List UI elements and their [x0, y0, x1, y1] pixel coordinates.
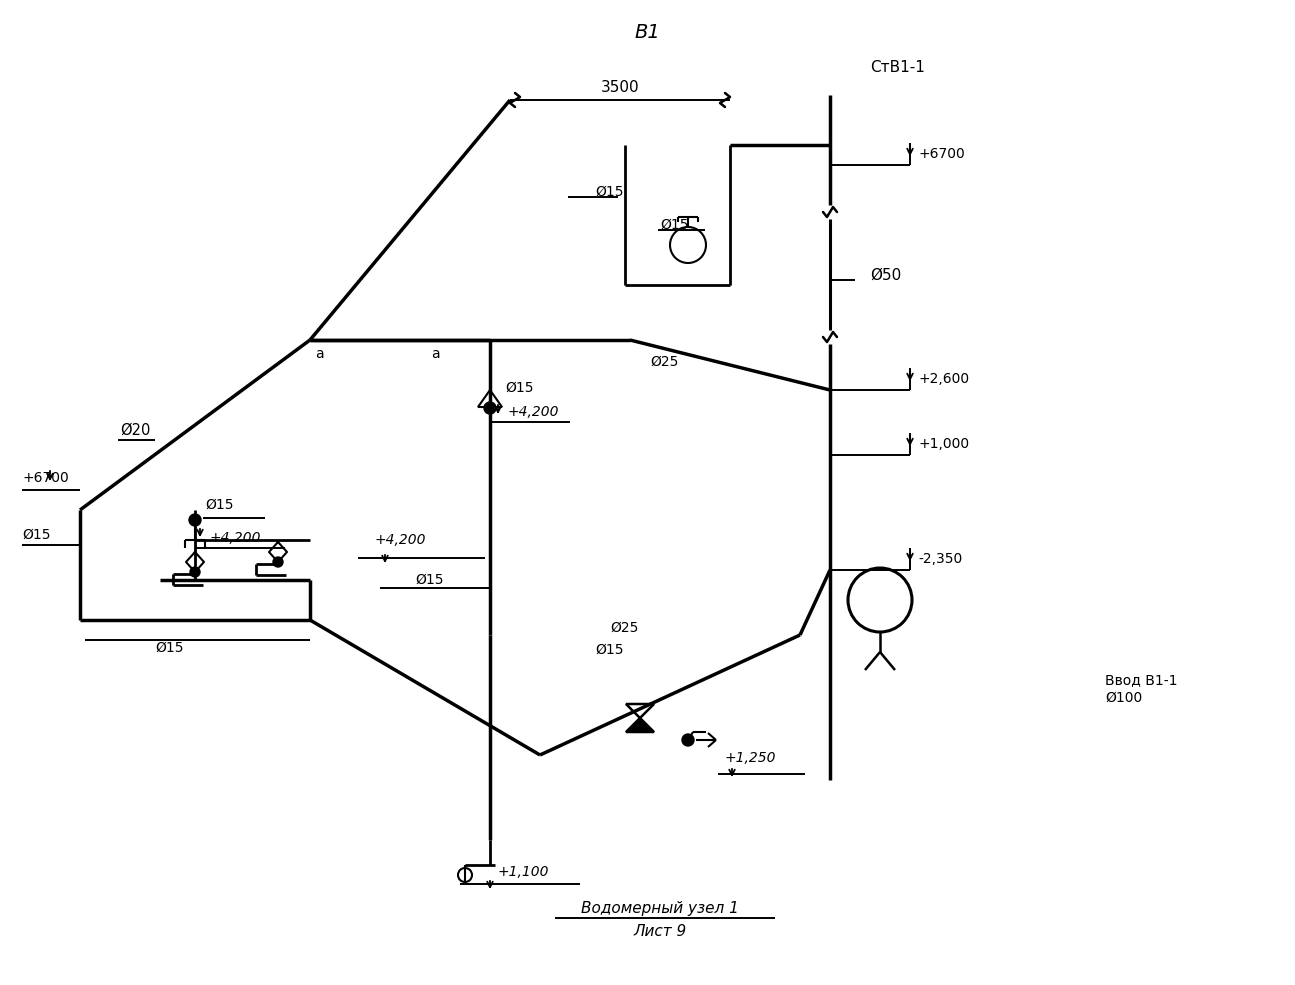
Text: Ø15: Ø15: [205, 498, 233, 512]
Text: Ø15: Ø15: [660, 218, 689, 232]
Text: Ø15: Ø15: [155, 641, 184, 655]
Text: +1,100: +1,100: [499, 865, 549, 879]
Text: Ø15: Ø15: [594, 643, 623, 657]
Text: +4,200: +4,200: [376, 533, 426, 547]
Text: B1: B1: [635, 23, 660, 41]
Circle shape: [273, 557, 284, 567]
Text: Лист 9: Лист 9: [633, 925, 686, 940]
Text: +2,600: +2,600: [918, 372, 969, 386]
Text: +4,200: +4,200: [210, 531, 262, 545]
Text: -2,350: -2,350: [918, 552, 962, 566]
Circle shape: [190, 567, 199, 577]
Text: 3500: 3500: [601, 80, 640, 95]
Circle shape: [484, 402, 496, 414]
Text: +1,000: +1,000: [918, 437, 969, 451]
Text: +4,200: +4,200: [508, 405, 559, 419]
Text: +6700: +6700: [918, 147, 965, 161]
Text: +6700: +6700: [22, 471, 69, 485]
Circle shape: [682, 734, 694, 746]
Text: a: a: [315, 347, 324, 361]
Text: Водомерный узел 1: Водомерный узел 1: [581, 900, 739, 915]
Text: Ø15: Ø15: [416, 573, 444, 587]
Text: Ø15: Ø15: [22, 528, 51, 542]
Polygon shape: [625, 718, 654, 732]
Text: Ø20: Ø20: [120, 423, 150, 437]
Text: Ø50: Ø50: [870, 268, 901, 283]
Text: Ввод В1-1: Ввод В1-1: [1105, 673, 1177, 687]
Text: Ø25: Ø25: [650, 355, 679, 369]
Text: Ø15: Ø15: [596, 185, 624, 199]
Text: Ø25: Ø25: [610, 621, 638, 635]
Text: Ø15: Ø15: [505, 381, 534, 395]
Text: Ø100: Ø100: [1105, 691, 1142, 705]
Circle shape: [189, 514, 201, 526]
Text: СтВ1-1: СтВ1-1: [870, 60, 925, 76]
Text: +1,250: +1,250: [725, 751, 777, 765]
Text: a: a: [431, 347, 439, 361]
